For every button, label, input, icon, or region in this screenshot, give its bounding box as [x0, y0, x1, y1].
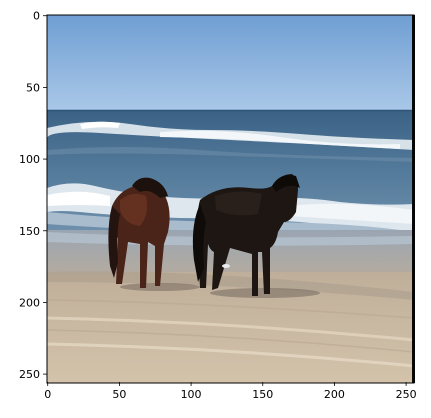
y-tick-label: 200 — [19, 296, 40, 309]
y-tick-label: 0 — [33, 10, 40, 23]
axes-frame — [46, 14, 415, 384]
x-tick-label: 250 — [396, 388, 417, 401]
beach-photo — [47, 15, 414, 383]
x-tick-label: 50 — [112, 388, 126, 401]
x-tick-label: 0 — [44, 388, 51, 401]
y-tick-label: 50 — [26, 81, 40, 94]
far-waves — [47, 121, 414, 162]
sky — [47, 15, 414, 111]
x-tick-label: 200 — [324, 388, 345, 401]
y-tick-label: 100 — [19, 153, 40, 166]
axis-ticks: 0 50 100 150 200 250 0 50 100 150 200 250 — [19, 10, 417, 401]
x-tick-label: 100 — [181, 388, 202, 401]
y-tick-label: 250 — [19, 368, 40, 381]
x-tick-label: 150 — [252, 388, 273, 401]
y-tick-label: 150 — [19, 225, 40, 238]
horse-left — [108, 177, 170, 288]
